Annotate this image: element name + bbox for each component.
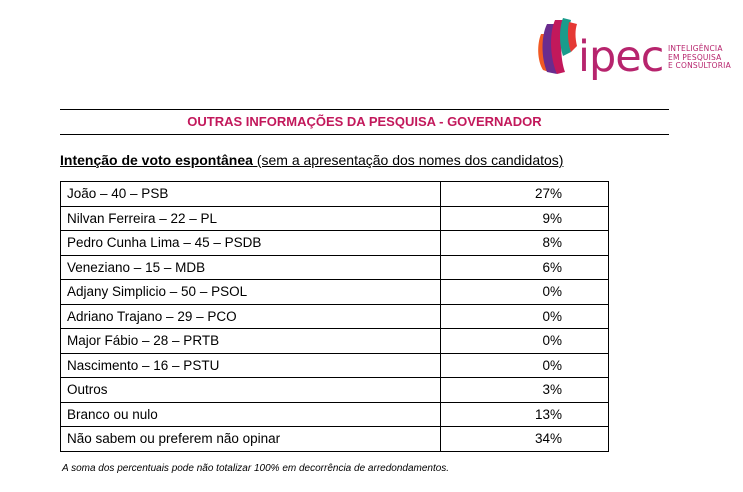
- candidate-name: Branco ou nulo: [60, 401, 441, 427]
- table-subtitle: Intenção de voto espontânea (sem a apres…: [60, 152, 564, 168]
- vote-percentage: 0%: [440, 303, 609, 329]
- candidate-name: Pedro Cunha Lima – 45 – PSDB: [60, 230, 441, 256]
- candidate-name: Adriano Trajano – 29 – PCO: [60, 303, 441, 329]
- table-row: Pedro Cunha Lima – 45 – PSDB 8%: [60, 230, 609, 256]
- table-row: Nilvan Ferreira – 22 – PL 9%: [60, 205, 609, 231]
- candidate-name: Não sabem ou preferem não opinar: [60, 426, 441, 452]
- results-table: João – 40 – PSB 27% Nilvan Ferreira – 22 –…: [60, 181, 609, 452]
- section-title: OUTRAS INFORMAÇÕES DA PESQUISA - GOVERNA…: [60, 109, 669, 135]
- logo-tagline: INTELIGÊNCIA EM PESQUISA E CONSULTORIA: [668, 44, 731, 70]
- table-row: Nascimento – 16 – PSTU 0%: [60, 352, 609, 378]
- vote-percentage: 0%: [440, 279, 609, 305]
- candidate-name: Veneziano – 15 – MDB: [60, 254, 441, 280]
- vote-percentage: 27%: [440, 181, 609, 207]
- candidate-name: Outros: [60, 377, 441, 403]
- table-row: Adriano Trajano – 29 – PCO 0%: [60, 303, 609, 329]
- table-row: Não sabem ou preferem não opinar 34%: [60, 426, 609, 452]
- logo-mark-icon: [538, 18, 577, 74]
- table-row: Adjany Simplicio – 50 – PSOL 0%: [60, 279, 609, 305]
- vote-percentage: 0%: [440, 352, 609, 378]
- ipec-logo: ipec INTELIGÊNCIA EM PESQUISA E CONSULTO…: [535, 14, 735, 86]
- vote-percentage: 13%: [440, 401, 609, 427]
- footnote: A soma dos percentuais pode não totaliza…: [62, 463, 450, 474]
- table-row: Veneziano – 15 – MDB 6%: [60, 254, 609, 280]
- candidate-name: Nilvan Ferreira – 22 – PL: [60, 205, 441, 231]
- vote-percentage: 9%: [440, 205, 609, 231]
- logo-wordmark: ipec: [578, 32, 664, 82]
- table-row: Major Fábio – 28 – PRTB 0%: [60, 328, 609, 354]
- candidate-name: Adjany Simplicio – 50 – PSOL: [60, 279, 441, 305]
- vote-percentage: 34%: [440, 426, 609, 452]
- vote-percentage: 0%: [440, 328, 609, 354]
- vote-percentage: 6%: [440, 254, 609, 280]
- table-row: Outros 3%: [60, 377, 609, 403]
- table-row: Branco ou nulo 13%: [60, 401, 609, 427]
- candidate-name: Nascimento – 16 – PSTU: [60, 352, 441, 378]
- candidate-name: Major Fábio – 28 – PRTB: [60, 328, 441, 354]
- table-row: João – 40 – PSB 27%: [60, 181, 609, 207]
- vote-percentage: 3%: [440, 377, 609, 403]
- candidate-name: João – 40 – PSB: [60, 181, 441, 207]
- vote-percentage: 8%: [440, 230, 609, 256]
